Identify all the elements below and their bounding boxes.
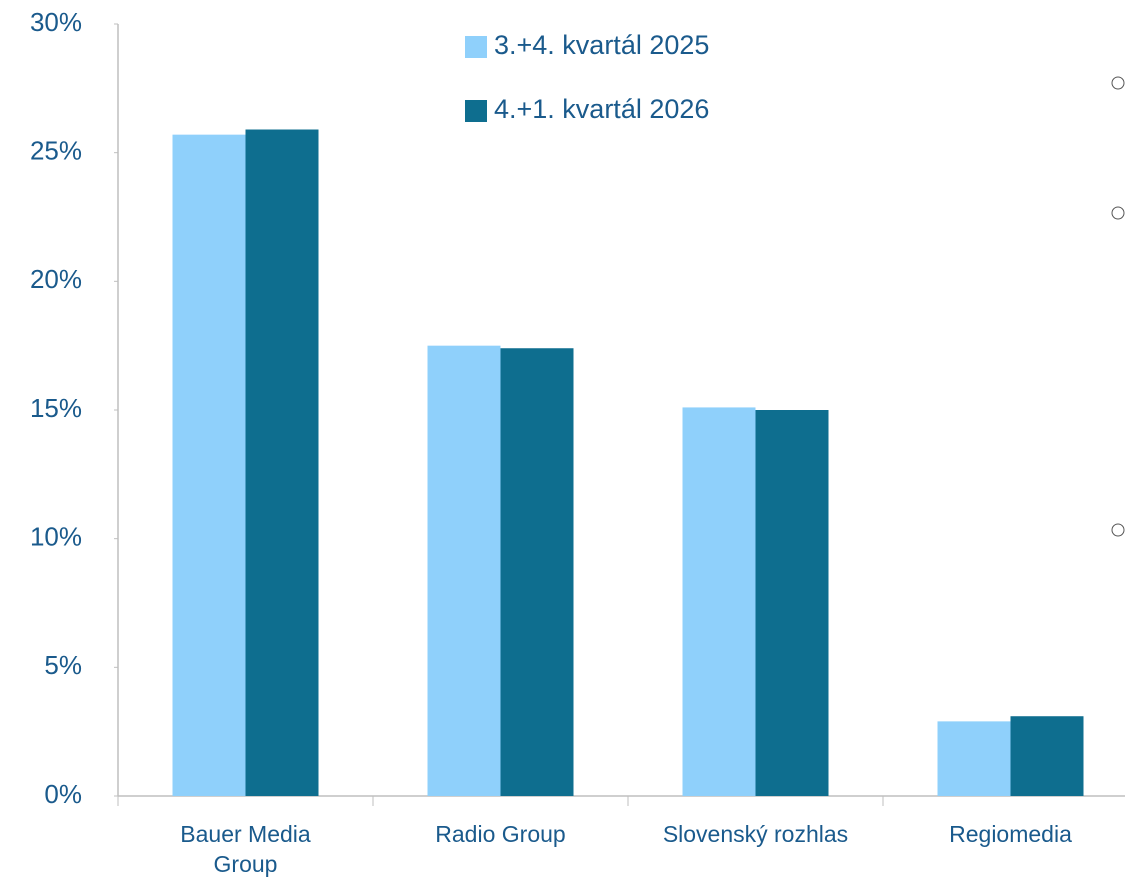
decor-circle (1111, 523, 1125, 537)
bar (427, 345, 501, 796)
bar (682, 407, 756, 796)
y-tick-label: 10% (30, 522, 82, 552)
bar (500, 348, 574, 796)
x-tick-label: Slovenský rozhlas (662, 821, 849, 847)
x-tick-label: Radio Group (435, 821, 566, 847)
bar (172, 134, 246, 797)
y-tick-label: 0% (44, 779, 82, 809)
bar (755, 410, 829, 796)
legend-swatch (465, 100, 487, 122)
bar (1010, 716, 1084, 796)
legend-label: 3.+4. kvartál 2025 (494, 30, 709, 60)
y-tick-label: 30% (30, 7, 82, 37)
y-tick-label: 20% (30, 264, 82, 294)
decor-circle (1111, 76, 1125, 90)
y-tick-label: 5% (44, 650, 82, 680)
bar (937, 721, 1011, 796)
legend-label: 4.+1. kvartál 2026 (494, 94, 709, 124)
x-tick-label: Regiomedia (949, 821, 1072, 847)
y-tick-label: 25% (30, 136, 82, 166)
y-tick-label: 15% (30, 393, 82, 423)
x-tick-label: Bauer Media Group (180, 821, 311, 877)
legend-swatch (465, 36, 487, 58)
decor-circle (1111, 206, 1125, 220)
bar (245, 129, 319, 797)
